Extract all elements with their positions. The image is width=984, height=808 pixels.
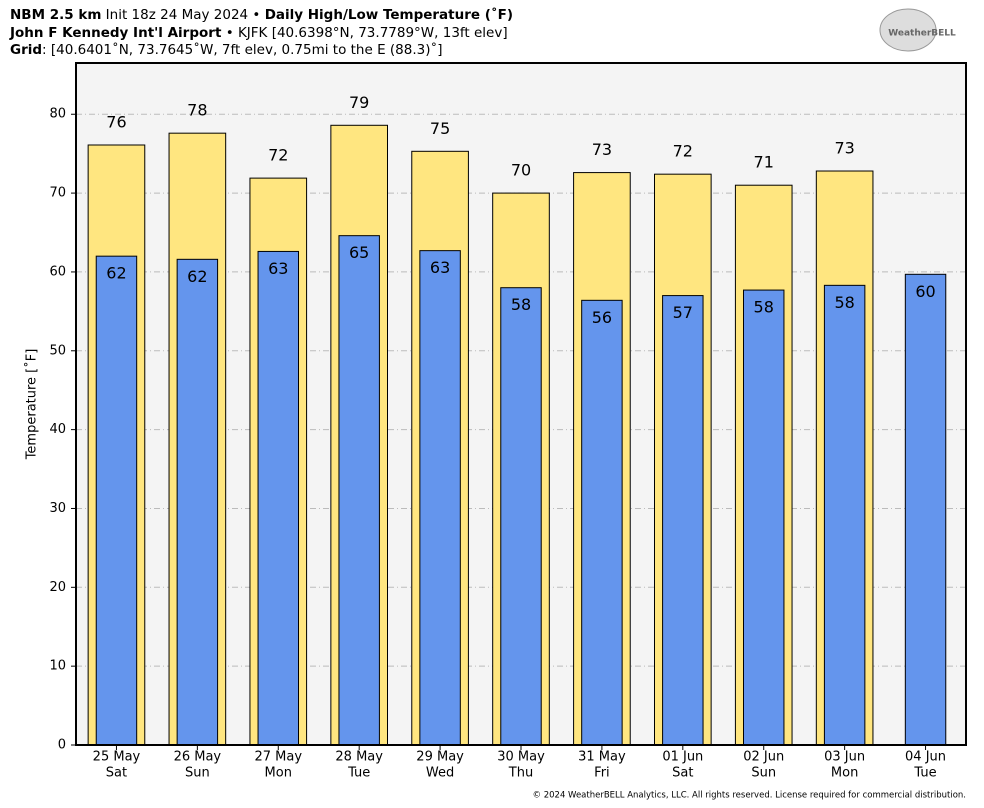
value-label: 58 [754,298,774,317]
x-tick-label: 26 May [174,750,222,765]
bar [662,295,704,746]
footer: © 2024 WeatherBELL Analytics, LLC. All r… [533,791,966,801]
header-line: NBM 2.5 km Init 18z 24 May 2024 • Daily … [10,6,513,23]
x-tick-sublabel: Tue [347,766,370,781]
value-label: 70 [511,161,531,180]
value-label: 62 [187,267,207,286]
y-tick-label: 20 [49,580,66,595]
bar [581,299,623,746]
logo: WeatherBELL [888,29,956,39]
logo-swirl [879,8,937,52]
x-tick-sublabel: Sat [672,766,693,781]
header-segment: John F Kennedy Int'l Airport [9,25,222,41]
x-tick-sublabel: Wed [426,766,454,781]
value-label: 63 [268,259,288,278]
x-tick-sublabel: Mon [265,766,292,781]
value-label: 71 [754,153,774,172]
x-tick-label: 31 May [578,750,626,765]
y-tick-label: 70 [49,186,66,201]
x-tick-label: 04 Jun [905,750,946,765]
bar [500,287,542,746]
x-tick-sublabel: Mon [831,766,858,781]
plot-frame [75,62,967,746]
header-segment: Grid [10,42,42,58]
value-label: 57 [673,303,693,322]
value-label: 63 [430,258,450,277]
value-label: 58 [834,293,854,312]
x-tick-sublabel: Thu [508,766,533,781]
header-segment: : [40.6401˚N, 73.7645˚W, 7ft elev, 0.75m… [42,41,442,58]
bar [904,273,947,746]
bar [176,258,219,746]
bar [257,250,299,746]
x-tick-sublabel: Sat [106,766,127,781]
x-tick-sublabel: Fri [594,766,610,781]
bar [823,284,866,746]
x-tick-sublabel: Sun [185,766,210,781]
header-segment: Init 18z 24 May 2024 • [101,7,264,23]
value-label: 72 [268,146,288,165]
x-tick-label: 03 Jun [824,750,865,765]
y-axis-label: Temperature [˚F] [24,349,40,461]
value-label: 78 [187,101,207,120]
bar [338,235,380,746]
header-segment: NBM 2.5 km [10,7,101,23]
header-segment: • KJFK [40.6398°N, 73.7789°W, 13ft elev] [221,25,507,41]
y-tick-label: 60 [49,264,66,279]
bar [419,250,461,746]
y-tick-label: 10 [49,659,66,674]
value-label: 73 [592,140,612,159]
x-tick-label: 29 May [416,750,464,765]
y-tick-label: 0 [58,738,66,753]
x-tick-label: 27 May [254,750,302,765]
y-tick-label: 30 [49,501,66,516]
value-label: 56 [592,308,612,327]
bar [743,289,785,746]
header-segment: Daily High/Low Temperature (˚F) [265,6,513,23]
x-tick-label: 30 May [497,750,545,765]
value-label: 62 [106,264,126,283]
value-label: 72 [673,142,693,161]
value-label: 65 [349,243,369,262]
value-label: 75 [430,119,450,138]
x-tick-sublabel: Tue [913,766,936,781]
value-label: 79 [349,93,369,112]
x-tick-label: 02 Jun [743,750,784,765]
bar [95,255,138,746]
header-line: Grid: [40.6401˚N, 73.7645˚W, 7ft elev, 0… [10,41,443,58]
value-label: 60 [915,282,935,301]
x-tick-label: 28 May [335,750,383,765]
value-label: 76 [106,112,126,131]
y-tick-label: 50 [49,343,66,358]
y-tick-label: 40 [49,422,66,437]
x-tick-label: 01 Jun [662,750,703,765]
header-line: John F Kennedy Int'l Airport • KJFK [40.… [9,25,508,41]
y-tick-label: 80 [49,107,66,122]
value-label: 73 [834,139,854,158]
x-tick-sublabel: Sun [751,766,776,781]
x-tick-label: 25 May [93,750,141,765]
value-label: 58 [511,295,531,314]
